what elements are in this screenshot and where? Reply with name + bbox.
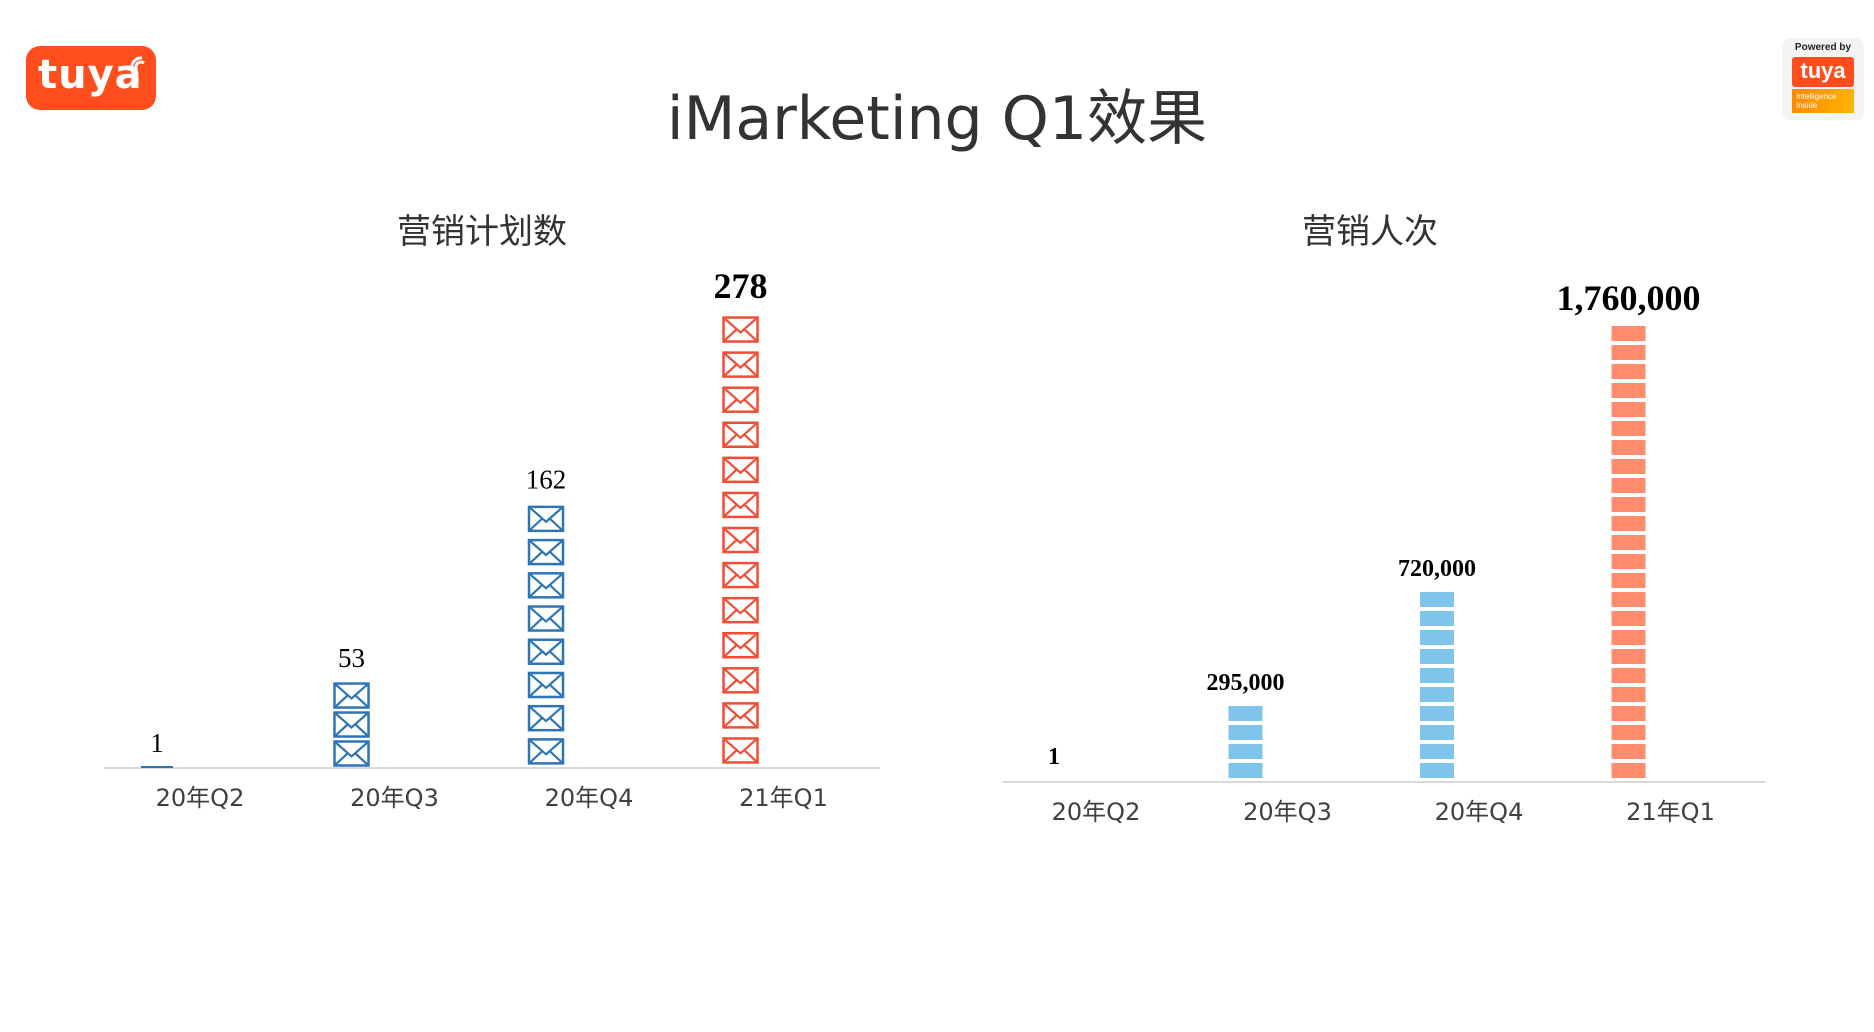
chart2-mark-3-9 — [1611, 592, 1646, 607]
chart2-mark-2-6 — [1420, 649, 1454, 664]
chart1-mark-3-8 — [722, 456, 759, 484]
chart1-data-label-2: 162 — [526, 464, 567, 494]
page-title: iMarketing Q1效果 — [666, 84, 1208, 154]
chart1-mark-3-3 — [722, 631, 759, 659]
chart1-tick-label-1: 20年Q3 — [350, 784, 439, 812]
chart1-mark-2-6 — [527, 538, 565, 566]
chart1-mark-2-0 — [527, 738, 565, 765]
chart1-mark-2-5 — [527, 572, 565, 599]
chart2-mark-3-21 — [1611, 364, 1646, 379]
chart2-mark-2-2 — [1420, 725, 1454, 740]
chart2-mark-3-14 — [1611, 497, 1646, 512]
chart2-mark-3-1 — [1611, 744, 1646, 759]
chart1-mark-2-3 — [527, 638, 565, 665]
powered-by-tuya-badge: Powered by tuya Intelligence Inside — [1782, 38, 1864, 120]
chart1-data-label-0: 1 — [150, 728, 164, 758]
chart1-mark-2-7 — [527, 505, 565, 533]
chart2-mark-3-12 — [1611, 535, 1646, 550]
chart2-mark-2-1 — [1420, 744, 1454, 759]
chart2-data-label-2: 720,000 — [1398, 556, 1476, 582]
chart1-mark-3-0 — [722, 737, 759, 764]
tuya-logo-text: tuya — [38, 52, 143, 98]
chart1-mark-3-10 — [722, 386, 759, 413]
chart2-mark-3-2 — [1611, 725, 1646, 740]
chart2-mark-1-0 — [1228, 763, 1263, 778]
chart2-mark-3-8 — [1611, 611, 1646, 626]
badge-brand: tuya — [1792, 57, 1854, 87]
chart2-mark-3-11 — [1611, 554, 1646, 569]
chart2-title: 营销人次 — [1302, 212, 1438, 252]
chart2-data-label-0: 1 — [1048, 744, 1060, 770]
chart2-mark-2-7 — [1420, 630, 1454, 645]
chart1-mark-3-9 — [722, 421, 759, 449]
chart2-tick-label-3: 21年Q1 — [1626, 798, 1715, 826]
chart2-mark-2-4 — [1420, 687, 1454, 702]
chart2-mark-2-8 — [1420, 611, 1454, 626]
chart1-mark-3-6 — [722, 526, 759, 554]
chart2-mark-3-3 — [1611, 706, 1646, 721]
chart2-mark-3-15 — [1611, 478, 1646, 493]
chart2-mark-1-3 — [1228, 706, 1263, 721]
chart1-mark-3-2 — [722, 667, 759, 694]
chart2-mark-3-17 — [1611, 440, 1646, 455]
tuya-logo: tuya — [26, 46, 156, 110]
chart2-mark-3-6 — [1611, 649, 1646, 664]
chart2-mark-3-5 — [1611, 668, 1646, 683]
chart2-mark-3-0 — [1611, 763, 1646, 778]
chart1-mark-2-1 — [527, 704, 565, 732]
chart2-mark-3-7 — [1611, 630, 1646, 645]
chart1-mark-1-2 — [333, 682, 370, 709]
chart2-mark-2-0 — [1420, 763, 1454, 778]
chart2-mark-3-18 — [1611, 421, 1646, 436]
chart1-mark-3-5 — [722, 561, 759, 589]
chart1-mark-1-1 — [333, 711, 370, 738]
chart2-mark-3-16 — [1611, 459, 1646, 474]
chart1-mark-3-7 — [722, 491, 759, 519]
chart2-data-label-1: 295,000 — [1207, 670, 1285, 696]
chart1-mark-3-1 — [722, 702, 759, 729]
chart2-mark-3-13 — [1611, 516, 1646, 531]
chart1-data-label-1: 53 — [338, 643, 365, 673]
powered-by-text: Powered by — [1794, 42, 1852, 53]
chart2-mark-3-4 — [1611, 687, 1646, 702]
badge-tagline: Intelligence Inside — [1792, 89, 1854, 113]
chart2-mark-2-5 — [1420, 668, 1454, 683]
chart2-tick-label-2: 20年Q4 — [1435, 798, 1524, 826]
chart1-mark-3-11 — [722, 351, 759, 378]
chart1-title: 营销计划数 — [397, 212, 567, 252]
chart1-tick-label-3: 21年Q1 — [739, 784, 828, 812]
chart2-tick-label-0: 20年Q2 — [1052, 798, 1141, 826]
chart1-mark-1-0 — [333, 740, 370, 767]
chart1-mark-3-12 — [722, 316, 759, 343]
chart2-mark-1-2 — [1228, 725, 1263, 740]
chart1-data-label-3: 278 — [714, 266, 768, 306]
chart2-mark-2-3 — [1420, 706, 1454, 721]
chart2-mark-1-1 — [1228, 744, 1263, 759]
chart1-mark-2-2 — [527, 671, 565, 699]
chart1-mark-2-4 — [527, 605, 565, 632]
chart1-bar-0 — [141, 766, 173, 768]
chart2-data-label-3: 1,760,000 — [1557, 278, 1701, 318]
chart2-mark-3-22 — [1611, 345, 1646, 360]
chart2-mark-3-23 — [1611, 326, 1646, 341]
chart2-mark-2-9 — [1420, 592, 1454, 607]
chart2-mark-3-10 — [1611, 573, 1646, 588]
chart1-tick-label-2: 20年Q4 — [545, 784, 634, 812]
chart2-mark-3-20 — [1611, 383, 1646, 398]
chart1-mark-3-4 — [722, 596, 759, 624]
chart1-tick-label-0: 20年Q2 — [156, 784, 245, 812]
wifi-icon — [130, 56, 145, 71]
chart2-mark-3-19 — [1611, 402, 1646, 417]
chart2-tick-label-1: 20年Q3 — [1243, 798, 1332, 826]
